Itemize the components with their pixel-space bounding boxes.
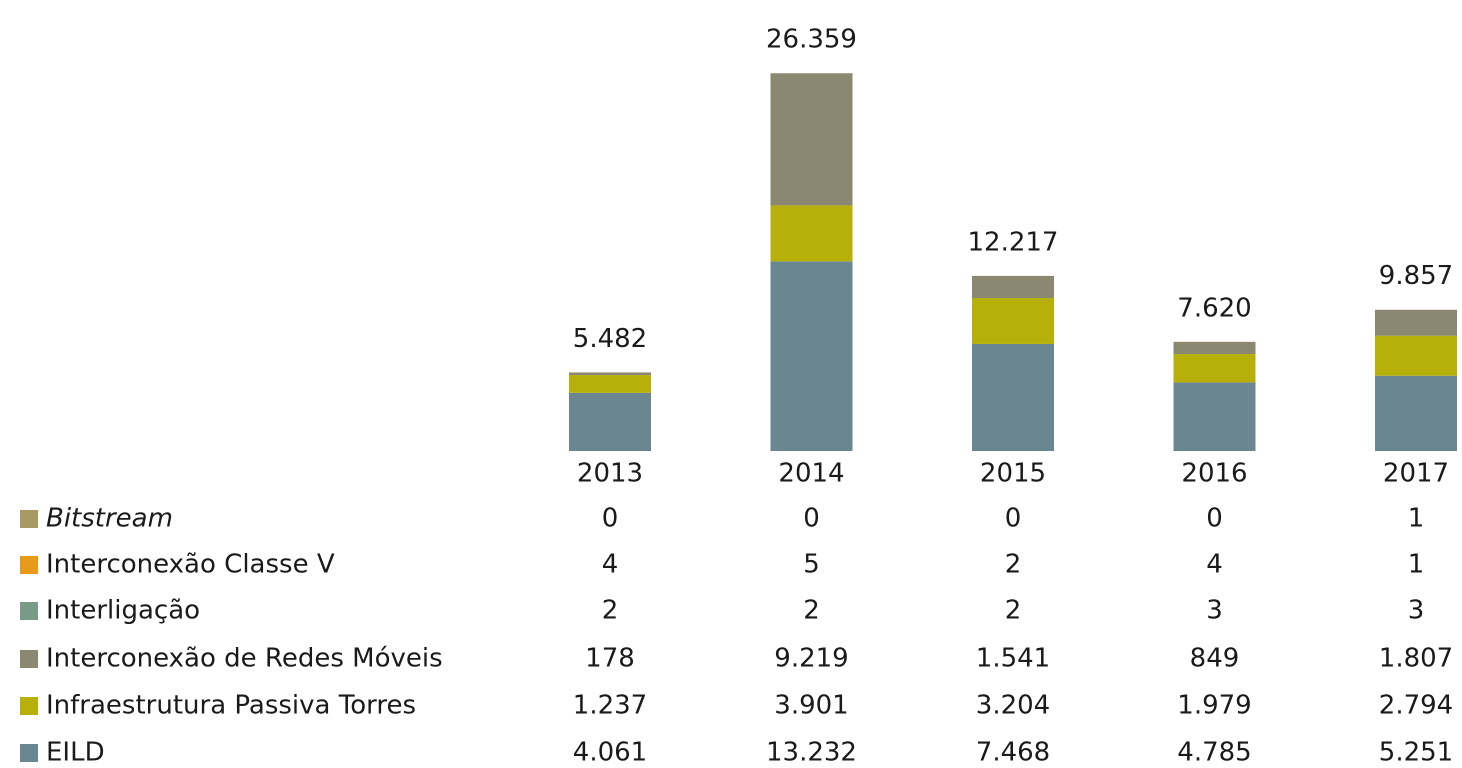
table-value: 2.794 (1379, 691, 1453, 721)
bar-segment (1173, 382, 1256, 451)
table-value: 5 (803, 550, 820, 580)
x-tick-label: 2015 (980, 459, 1046, 489)
table-value: 1.237 (573, 691, 647, 721)
bar-segment (770, 261, 853, 451)
legend-swatch (20, 697, 38, 715)
bar-segment (1173, 341, 1256, 355)
bar-segment (569, 392, 651, 451)
table-value: 3 (1206, 596, 1223, 626)
bar-segment (972, 298, 1054, 344)
legend-label: EILD (46, 738, 105, 768)
legend-swatch (20, 556, 38, 574)
x-tick-label: 2016 (1181, 459, 1247, 489)
table-value: 4 (602, 550, 619, 580)
legend-label: Interligação (46, 596, 200, 626)
table-value: 2 (602, 596, 619, 626)
table-value: 178 (585, 644, 635, 674)
legend-label: Infraestrutura Passiva Torres (46, 691, 416, 721)
table-value: 4 (1206, 550, 1223, 580)
table-value: 1.541 (976, 644, 1050, 674)
table-value: 4.785 (1177, 738, 1251, 768)
legend-label: Bitstream (46, 504, 173, 534)
total-label: 26.359 (766, 25, 857, 55)
total-label: 7.620 (1177, 293, 1251, 323)
bar-segment (972, 275, 1054, 299)
legend-label: Interconexão de Redes Móveis (46, 644, 443, 674)
table-value: 1.979 (1177, 691, 1251, 721)
table-value: 2 (1005, 550, 1022, 580)
total-label: 5.482 (573, 324, 647, 354)
bar-segment (770, 205, 853, 262)
bar-segment (1375, 309, 1457, 336)
table-value: 13.232 (766, 738, 857, 768)
x-tick-label: 2013 (577, 459, 643, 489)
total-label: 12.217 (968, 227, 1059, 257)
bar-segment (569, 372, 651, 376)
table-value: 0 (602, 504, 619, 534)
total-label: 9.857 (1379, 261, 1453, 291)
table-value: 0 (1206, 504, 1223, 534)
bar-segment (1375, 335, 1457, 376)
bar-segment (972, 343, 1054, 451)
table-value: 5.251 (1379, 738, 1453, 768)
table-value: 4.061 (573, 738, 647, 768)
legend-swatch (20, 744, 38, 762)
table-value: 3.901 (774, 691, 848, 721)
table-value: 1 (1408, 550, 1425, 580)
table-value: 2 (803, 596, 820, 626)
table-value: 2 (1005, 596, 1022, 626)
legend-label: Interconexão Classe V (46, 550, 335, 580)
table-value: 0 (1005, 504, 1022, 534)
bar-segment (569, 375, 651, 393)
bar-segment (770, 73, 853, 206)
table-value: 0 (803, 504, 820, 534)
legend-swatch (20, 602, 38, 620)
table-value: 9.219 (774, 644, 848, 674)
bar-segment (1375, 375, 1457, 451)
table-value: 1 (1408, 504, 1425, 534)
bar-segment (1173, 354, 1256, 383)
table-value: 7.468 (976, 738, 1050, 768)
legend-swatch (20, 650, 38, 668)
x-tick-label: 2014 (778, 459, 844, 489)
table-value: 3 (1408, 596, 1425, 626)
table-value: 3.204 (976, 691, 1050, 721)
x-tick-label: 2017 (1383, 459, 1449, 489)
table-value: 849 (1190, 644, 1240, 674)
legend-swatch (20, 510, 38, 528)
table-value: 1.807 (1379, 644, 1453, 674)
